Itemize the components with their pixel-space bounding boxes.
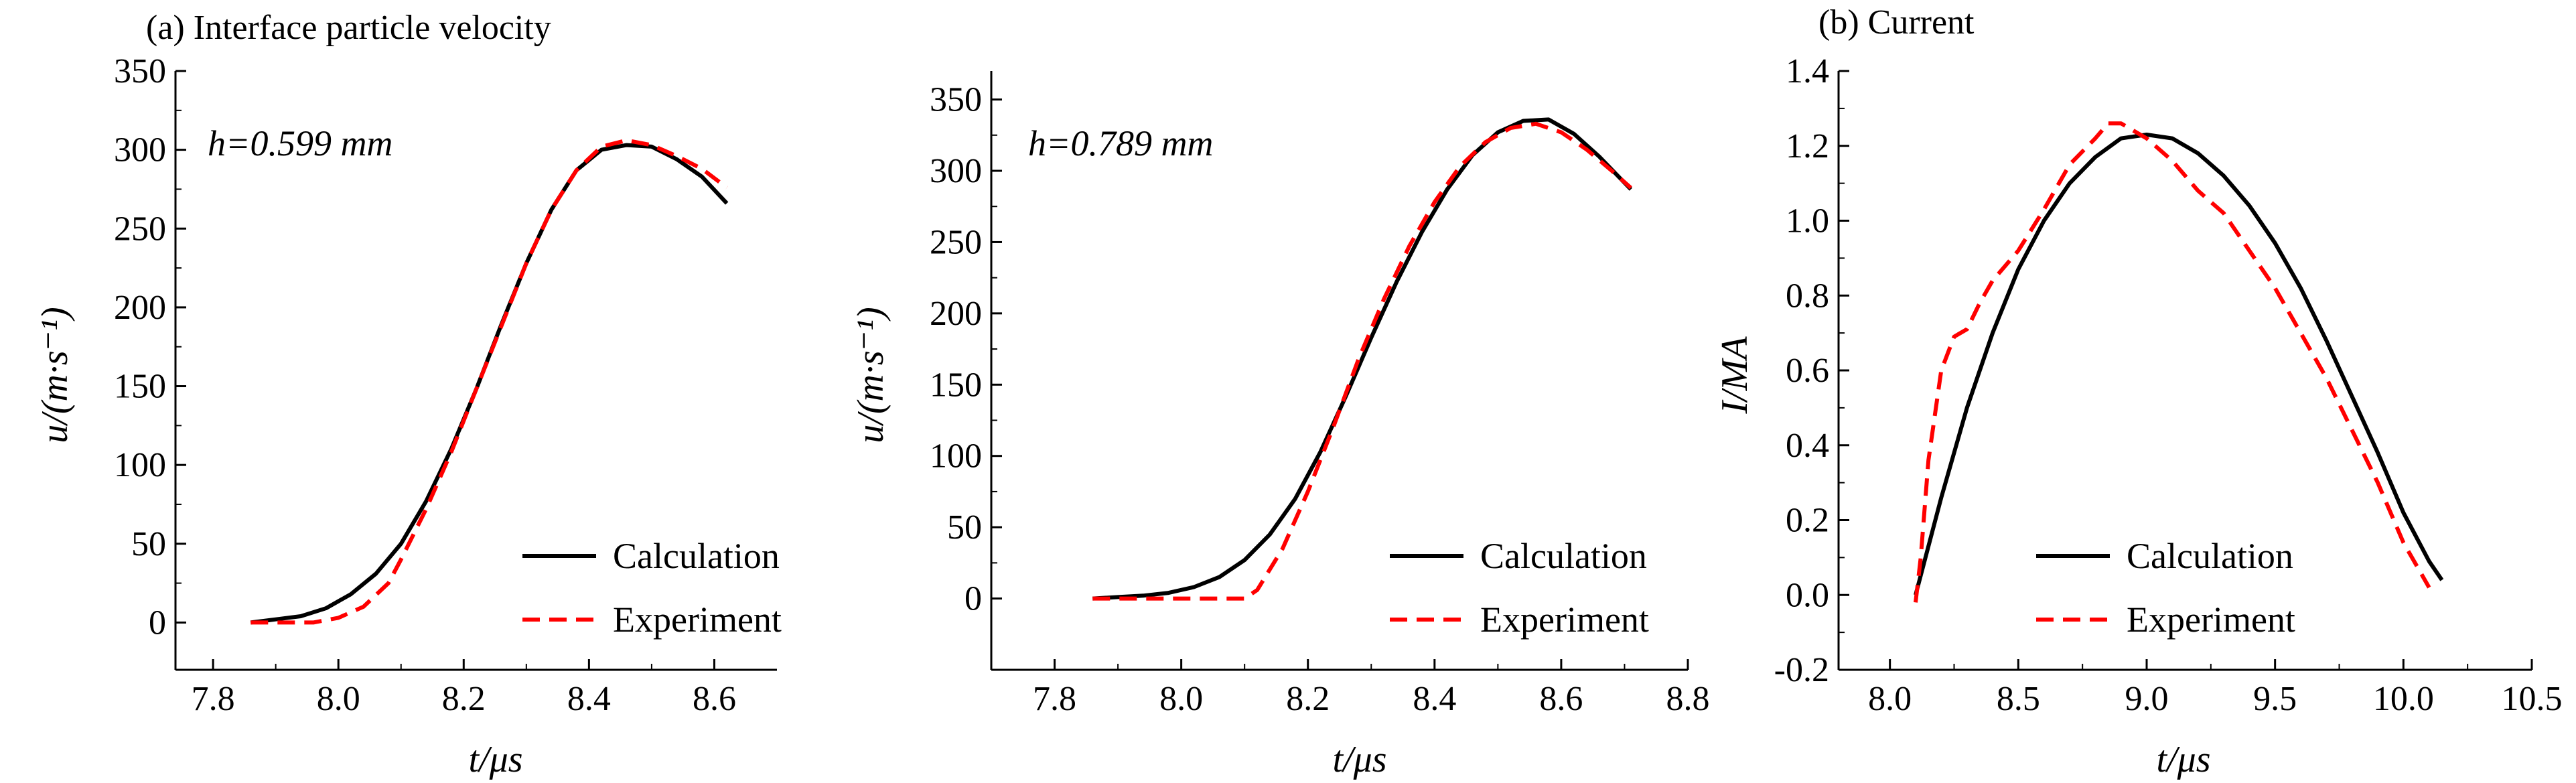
legend-label-experiment: Experiment: [1480, 599, 1649, 640]
y-tick-label: 0.8: [1786, 277, 1829, 315]
y-tick-label: 0.6: [1786, 352, 1829, 390]
x-axis-label: t/μs: [1332, 739, 1386, 780]
y-tick-label: 100: [114, 446, 166, 484]
plot-area: 0 50 100 150 200 250 300 350 7.8 8.0 8.2 8.4 8.6 Calc…: [114, 52, 782, 718]
y-tick-label: 0.2: [1786, 502, 1829, 540]
x-tick-label: 7.8: [1033, 680, 1076, 718]
y-tick-label: 200: [114, 289, 166, 327]
y-tick-label: 50: [947, 508, 982, 547]
series-line-calculation: [1092, 117, 1633, 601]
y-tick-label: 350: [114, 52, 166, 90]
y-axis-label: u/(m·s⁻¹): [850, 307, 891, 443]
panel-title: (b) Current: [1818, 3, 1975, 42]
y-tick-label: 250: [930, 223, 982, 261]
x-axis-label: t/μs: [468, 739, 522, 780]
x-tick-label: 8.4: [567, 680, 611, 718]
y-tick-label: 250: [114, 210, 166, 248]
y-axis-label: I/MA: [1714, 336, 1756, 415]
x-tick-label: 10.0: [2373, 680, 2434, 718]
panel-title: (a) Interface particle velocity: [146, 9, 551, 47]
plot-area: -0.2 0.0 0.2 0.4 0.6 0.8 1.0 1.2 1.4 8.0 8.5 9.0 9.5…: [1774, 52, 2563, 718]
x-tick-label: 8.0: [1868, 680, 1912, 718]
chart-current: (b) Current I/MA t/μs -0.2 0.0 0.2 0.4 0.6 0.…: [1714, 3, 2563, 780]
legend: Calculation Experiment: [522, 536, 782, 640]
chart-interface-velocity-h0599: (a) Interface particle velocity h=0.599 …: [34, 9, 782, 780]
series-line-experiment: [1092, 121, 1632, 601]
series-line-experiment: [251, 138, 729, 625]
series-line-calculation: [1914, 133, 2444, 596]
x-tick-label: 8.0: [317, 680, 360, 718]
y-tick-label: 0.4: [1786, 427, 1829, 465]
y-tick-label: 350: [930, 81, 982, 119]
x-tick-label: 8.6: [1539, 680, 1583, 718]
x-tick-label: 8.2: [1286, 680, 1330, 718]
y-tick-label: 300: [930, 152, 982, 190]
x-tick-label: 8.5: [1997, 680, 2040, 718]
chart-interface-velocity-h0789: h=0.789 mm u/(m·s⁻¹) t/μs 0 50 100 150 200 25…: [850, 71, 1710, 780]
y-tick-label: 0: [964, 580, 982, 618]
y-axis-label: u/(m·s⁻¹): [34, 307, 76, 443]
series-line-experiment: [1914, 121, 2431, 603]
x-axis-label: t/μs: [2156, 739, 2210, 780]
series-line-calculation: [250, 143, 729, 625]
legend-label-experiment: Experiment: [613, 599, 782, 640]
legend: Calculation Experiment: [1390, 536, 1649, 640]
y-tick-label: 0: [149, 603, 166, 642]
y-tick-label: 50: [131, 525, 166, 563]
x-tick-label: 8.0: [1159, 680, 1203, 718]
y-tick-label: 300: [114, 131, 166, 169]
y-tick-label: 100: [930, 437, 982, 476]
x-tick-label: 8.8: [1666, 680, 1710, 718]
y-tick-label: 200: [930, 295, 982, 333]
x-tick-label: 8.2: [442, 680, 486, 718]
legend-label-experiment: Experiment: [2127, 599, 2295, 640]
x-tick-label: 9.5: [2253, 680, 2297, 718]
legend-label-calculation: Calculation: [2127, 536, 2293, 576]
x-tick-label: 10.5: [2502, 680, 2563, 718]
y-tick-label: 150: [114, 368, 166, 406]
annotation-thickness: h=0.789 mm: [1028, 123, 1213, 163]
annotation-thickness: h=0.599 mm: [208, 123, 392, 163]
legend: Calculation Experiment: [2036, 536, 2295, 640]
y-tick-label: 1.4: [1786, 52, 1829, 90]
y-tick-label: -0.2: [1774, 651, 1829, 689]
x-tick-label: 7.8: [192, 680, 235, 718]
x-tick-label: 8.4: [1413, 680, 1456, 718]
legend-label-calculation: Calculation: [613, 536, 780, 576]
legend-label-calculation: Calculation: [1480, 536, 1647, 576]
y-tick-label: 150: [930, 366, 982, 404]
x-tick-label: 8.6: [693, 680, 736, 718]
plot-area: 0 50 100 150 200 250 300 350 7.8 8.0 8.2 8.4 8.6 8.8 C…: [930, 71, 1710, 718]
y-tick-label: 1.2: [1786, 127, 1829, 165]
x-tick-label: 9.0: [2125, 680, 2169, 718]
y-tick-label: 0.0: [1786, 576, 1829, 614]
y-tick-label: 1.0: [1786, 202, 1829, 240]
